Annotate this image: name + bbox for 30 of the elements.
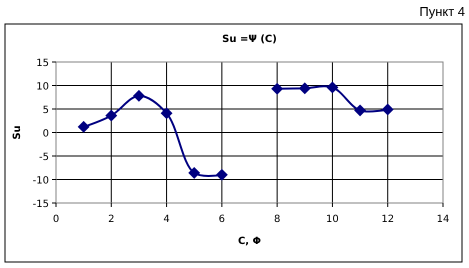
point xyxy=(132,90,145,102)
x-tick-label: 2 xyxy=(108,214,114,225)
y-tick-label: 5 xyxy=(42,105,49,116)
x-tick-label: 6 xyxy=(218,214,226,225)
x-tick-label: 4 xyxy=(163,214,170,225)
text: Пункт 4 xyxy=(419,4,465,19)
point xyxy=(354,104,366,116)
point xyxy=(78,120,90,133)
point xyxy=(271,82,284,95)
y-tick-label: -10 xyxy=(32,176,49,186)
point xyxy=(105,110,118,122)
chart-title: Su =Ψ (C) xyxy=(222,34,277,45)
x-axis-title: C, Φ xyxy=(238,236,262,247)
point xyxy=(188,166,200,179)
x-tick-label: 12 xyxy=(381,214,394,225)
x-tick-label: 8 xyxy=(274,214,280,225)
y-tick-label: 10 xyxy=(36,82,49,92)
point xyxy=(382,104,394,116)
x-tick-label: 14 xyxy=(436,214,450,225)
y-tick-label: -15 xyxy=(32,199,49,210)
x-tick-label: 0 xyxy=(52,214,60,225)
y-axis-title: Su xyxy=(12,125,23,140)
point xyxy=(298,82,311,94)
point xyxy=(326,81,338,94)
y-tick-label: 0 xyxy=(42,128,49,140)
x-tick-label: 10 xyxy=(326,214,339,225)
point xyxy=(216,168,228,181)
point xyxy=(160,107,173,120)
y-tick-label: 15 xyxy=(36,58,49,69)
y-tick-label: -5 xyxy=(39,152,49,163)
